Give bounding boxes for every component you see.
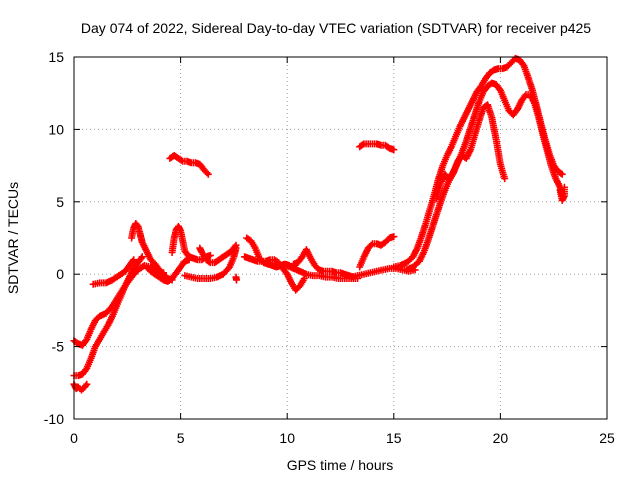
series-arc-15 [290,246,357,281]
data-point-markers [181,244,240,282]
y-tick-label: -10 [44,411,64,427]
x-axis-title: GPS time / hours [287,457,394,473]
series-arc-22 [556,183,568,204]
series-arc-10 [196,241,240,267]
y-axis-title: SDTVAR / TECUs [5,182,21,294]
data-point-markers [70,380,91,394]
data-marks [70,54,568,394]
series-arc-3 [70,380,91,394]
series-arc-2 [70,253,146,380]
series-arc-11 [232,273,240,284]
data-point-markers [70,253,146,380]
axis-ticks: 0 5 10 15 20 25 -10 -5 0 5 10 15 [44,49,615,446]
grid [74,57,607,419]
data-point-markers [390,54,566,271]
x-tick-label: 20 [493,430,509,446]
data-point-markers [89,256,138,288]
x-tick-label: 10 [279,430,295,446]
series-arc-8 [166,152,212,178]
series-arc-4 [89,256,138,288]
y-tick-label: -5 [52,339,65,355]
x-tick-label: 15 [386,430,402,446]
series-arc-9 [181,244,240,282]
data-point-markers [128,220,176,284]
data-point-markers [556,183,568,204]
series-arc-16 [356,233,398,271]
data-point-markers [356,233,398,271]
y-tick-label: 10 [48,121,64,137]
y-tick-label: 15 [48,49,64,65]
y-tick-label: 5 [56,194,64,210]
series-arc-19 [390,54,566,271]
x-tick-label: 25 [599,430,615,446]
chart-title: Day 074 of 2022, Sidereal Day-to-day VTE… [81,20,591,36]
data-point-markers [356,140,398,154]
series-arc-21 [432,101,509,203]
data-point-markers [143,256,193,285]
y-tick-label: 0 [56,266,64,282]
data-point-markers [196,241,240,267]
series-arc-18 [356,140,398,154]
x-tick-label: 5 [177,430,185,446]
plot-frame [73,56,608,420]
data-point-markers [241,253,308,294]
series-arc-5 [128,220,176,284]
series-arc-6 [143,256,193,285]
series-arc-13 [241,253,308,294]
data-point-markers [232,273,240,284]
data-point-markers [166,152,212,178]
data-point-markers [432,101,509,203]
x-tick-label: 0 [70,430,78,446]
data-point-markers [290,246,357,281]
